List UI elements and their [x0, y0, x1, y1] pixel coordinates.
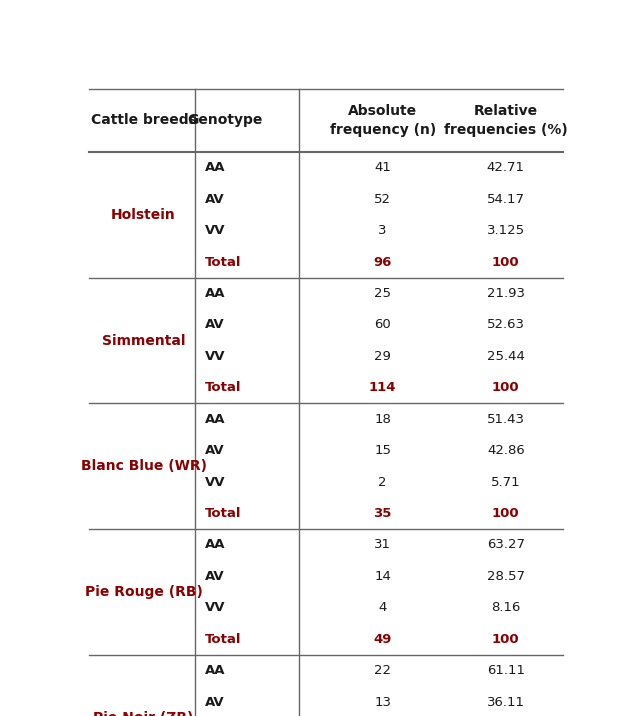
Text: Holstein: Holstein — [111, 208, 176, 222]
Text: Absolute
frequency (n): Absolute frequency (n) — [329, 104, 436, 137]
Text: Simmental: Simmental — [102, 334, 185, 348]
Text: 52: 52 — [374, 193, 391, 205]
Text: Pie Rouge (RB): Pie Rouge (RB) — [85, 585, 202, 599]
Text: 42.86: 42.86 — [487, 444, 525, 457]
Text: Blanc Blue (WR): Blanc Blue (WR) — [81, 460, 207, 473]
Text: 2: 2 — [378, 475, 387, 488]
Text: 14: 14 — [374, 570, 391, 583]
Text: 29: 29 — [374, 350, 391, 363]
Text: 100: 100 — [492, 633, 520, 646]
Text: 8.16: 8.16 — [491, 601, 520, 614]
Text: 52.63: 52.63 — [487, 319, 525, 332]
Text: VV: VV — [205, 601, 226, 614]
Text: 25: 25 — [374, 287, 391, 300]
Text: Total: Total — [205, 633, 242, 646]
Text: AA: AA — [205, 161, 226, 174]
Text: AV: AV — [205, 319, 225, 332]
Text: 28.57: 28.57 — [487, 570, 525, 583]
Text: AA: AA — [205, 538, 226, 551]
Text: 60: 60 — [374, 319, 391, 332]
Text: 3.125: 3.125 — [487, 224, 525, 237]
Text: Total: Total — [205, 381, 242, 395]
Text: 51.43: 51.43 — [487, 412, 525, 426]
Text: AV: AV — [205, 444, 225, 457]
Text: AV: AV — [205, 695, 225, 709]
Text: 13: 13 — [374, 695, 391, 709]
Text: 100: 100 — [492, 507, 520, 520]
Text: 41: 41 — [374, 161, 391, 174]
Text: 35: 35 — [373, 507, 392, 520]
Text: 61.11: 61.11 — [487, 664, 525, 677]
Text: VV: VV — [205, 475, 226, 488]
Text: 114: 114 — [369, 381, 396, 395]
Text: 63.27: 63.27 — [487, 538, 525, 551]
Text: Relative
frequencies (%): Relative frequencies (%) — [444, 104, 568, 137]
Text: AV: AV — [205, 570, 225, 583]
Text: 36.11: 36.11 — [487, 695, 525, 709]
Text: 100: 100 — [492, 256, 520, 268]
Text: 54.17: 54.17 — [487, 193, 525, 205]
Text: Genotype: Genotype — [187, 113, 263, 127]
Text: AA: AA — [205, 664, 226, 677]
Text: AA: AA — [205, 287, 226, 300]
Text: 96: 96 — [373, 256, 392, 268]
Text: 15: 15 — [374, 444, 391, 457]
Text: AV: AV — [205, 193, 225, 205]
Text: 42.71: 42.71 — [487, 161, 525, 174]
Text: Pie Noir (ZB): Pie Noir (ZB) — [93, 711, 194, 716]
Text: 31: 31 — [374, 538, 391, 551]
Text: Cattle breeds: Cattle breeds — [91, 113, 197, 127]
Text: 49: 49 — [373, 633, 392, 646]
Text: Total: Total — [205, 256, 242, 268]
Text: 3: 3 — [378, 224, 387, 237]
Text: VV: VV — [205, 224, 226, 237]
Text: 18: 18 — [374, 412, 391, 426]
Text: VV: VV — [205, 350, 226, 363]
Text: 25.44: 25.44 — [487, 350, 525, 363]
Text: AA: AA — [205, 412, 226, 426]
Text: Total: Total — [205, 507, 242, 520]
Text: 21.93: 21.93 — [487, 287, 525, 300]
Text: 22: 22 — [374, 664, 391, 677]
Text: 5.71: 5.71 — [491, 475, 521, 488]
Text: 4: 4 — [378, 601, 387, 614]
Text: 100: 100 — [492, 381, 520, 395]
